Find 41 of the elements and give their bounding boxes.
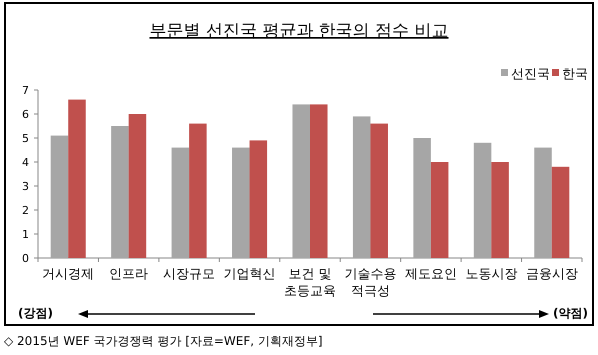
bar <box>292 104 310 258</box>
bar <box>474 142 492 258</box>
y-tick-label: 2 <box>22 204 29 217</box>
bar <box>232 148 250 258</box>
y-tick-label: 1 <box>22 228 29 241</box>
bar <box>172 148 190 258</box>
bar <box>534 148 552 258</box>
bar <box>50 136 68 258</box>
bar <box>250 140 268 258</box>
legend-label: 선진국 <box>511 67 550 82</box>
chart-title: 부문별 선진국 평균과 한국의 점수 비교 <box>149 21 449 41</box>
y-tick-label: 7 <box>22 84 29 97</box>
x-tick-label: 노동시장 <box>465 267 518 282</box>
x-tick-label: 시장규모 <box>163 267 216 282</box>
y-tick-label: 6 <box>22 108 29 121</box>
x-tick-label: 제도요인 <box>404 267 457 282</box>
bar <box>370 124 388 258</box>
y-tick-label: 5 <box>22 132 29 145</box>
x-tick-label: 보건 및 초등교육 <box>284 267 336 299</box>
y-tick-label: 3 <box>22 180 29 193</box>
bar <box>352 116 370 258</box>
x-tick-label: 인프라 <box>109 267 148 282</box>
y-tick-label: 4 <box>22 156 29 169</box>
bar <box>552 166 570 258</box>
text: (강점) <box>18 306 53 320</box>
x-tick-label: 금융시장 <box>526 267 578 282</box>
text: ◇ 2015년 WEF 국가경쟁력 평가 [자료=WEF, 기획재정부] <box>4 334 323 348</box>
bar <box>111 126 129 258</box>
text: (약점) <box>553 306 588 320</box>
x-tick-label: 기술수용 적극성 <box>344 267 396 299</box>
bar <box>128 114 146 258</box>
x-tick-label: 기업혁신 <box>224 267 276 282</box>
bar <box>491 162 509 258</box>
bar <box>310 104 328 258</box>
bar <box>413 138 431 258</box>
bar <box>430 162 448 258</box>
y-tick-label: 0 <box>22 252 29 265</box>
legend-label: 한국 <box>562 67 588 82</box>
bar <box>189 124 207 258</box>
x-tick-label: 거시경제 <box>42 267 94 282</box>
bar <box>68 100 86 258</box>
